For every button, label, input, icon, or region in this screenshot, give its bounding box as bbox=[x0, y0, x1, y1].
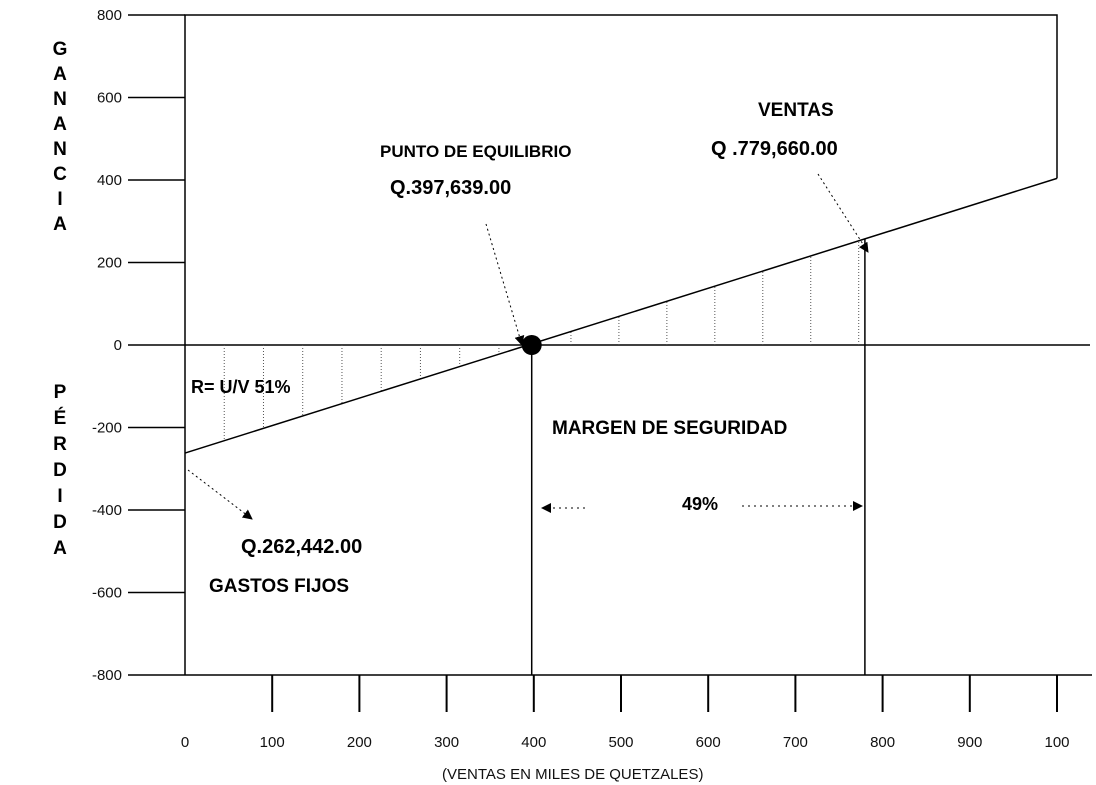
y-label-gain-letter: I bbox=[57, 189, 62, 210]
break-even-arrow bbox=[485, 223, 525, 346]
y-label-loss-letter: R bbox=[53, 434, 67, 455]
y-label-gain-letter: A bbox=[53, 114, 67, 135]
y-label-gain-letter: A bbox=[53, 64, 67, 85]
y-tick-label: 600 bbox=[97, 90, 122, 107]
margin-value: 49% bbox=[682, 494, 718, 514]
y-label-gain-letter: N bbox=[53, 139, 67, 160]
fixed-costs-title: GASTOS FIJOS bbox=[209, 576, 349, 597]
x-tick-label: 300 bbox=[434, 734, 459, 751]
sales-arrow bbox=[817, 173, 869, 253]
y-label-gain-letter: C bbox=[53, 164, 67, 185]
x-tick-label: 600 bbox=[696, 734, 721, 751]
y-tick-label: 0 bbox=[114, 337, 122, 354]
x-tick-label: 800 bbox=[870, 734, 895, 751]
break-even-value: Q.397,639.00 bbox=[390, 177, 511, 199]
y-label-loss-letter: É bbox=[54, 407, 67, 429]
fixed-costs-value: Q.262,442.00 bbox=[241, 536, 362, 558]
y-tick-label: 200 bbox=[97, 255, 122, 272]
x-tick-label: 500 bbox=[608, 734, 633, 751]
y-tick-label: -200 bbox=[92, 420, 122, 437]
y-tick-label: 400 bbox=[97, 172, 122, 189]
y-label-loss-letter: A bbox=[53, 538, 67, 559]
y-label-loss-letter: P bbox=[54, 382, 67, 403]
y-tick-label: -400 bbox=[92, 502, 122, 519]
x-tick-label: 100 bbox=[260, 734, 285, 751]
y-tick-label: -800 bbox=[92, 667, 122, 684]
x-tick-label: 100 bbox=[1044, 734, 1069, 751]
y-label-loss-letter: D bbox=[53, 512, 67, 533]
break-even-title: PUNTO DE EQUILIBRIO bbox=[380, 142, 571, 161]
annotation-arrows bbox=[187, 173, 869, 520]
profit-line bbox=[184, 177, 1058, 454]
x-tick-label: 0 bbox=[181, 734, 189, 751]
x-tick-label: 400 bbox=[521, 734, 546, 751]
y-tick-label: 800 bbox=[97, 7, 122, 24]
fixed-costs-arrow bbox=[187, 469, 253, 520]
y-label-gain-letter: G bbox=[53, 39, 68, 60]
x-axis-label: (VENTAS EN MILES DE QUETZALES) bbox=[442, 766, 703, 783]
ratio-label: R= U/V 51% bbox=[191, 377, 291, 397]
y-label-gain-letter: A bbox=[53, 214, 67, 235]
break-even-point bbox=[521, 335, 542, 355]
y-label-loss-letter: I bbox=[57, 486, 62, 507]
y-label-gain-letter: N bbox=[53, 89, 67, 110]
y-label-loss-letter: D bbox=[53, 460, 67, 481]
sales-title: VENTAS bbox=[758, 100, 834, 121]
y-tick-label: -600 bbox=[92, 585, 122, 602]
margin-title: MARGEN DE SEGURIDAD bbox=[552, 418, 787, 439]
x-tick-label: 700 bbox=[783, 734, 808, 751]
sales-value: Q .779,660.00 bbox=[711, 138, 838, 160]
x-tick-label: 900 bbox=[957, 734, 982, 751]
x-tick-label: 200 bbox=[347, 734, 372, 751]
